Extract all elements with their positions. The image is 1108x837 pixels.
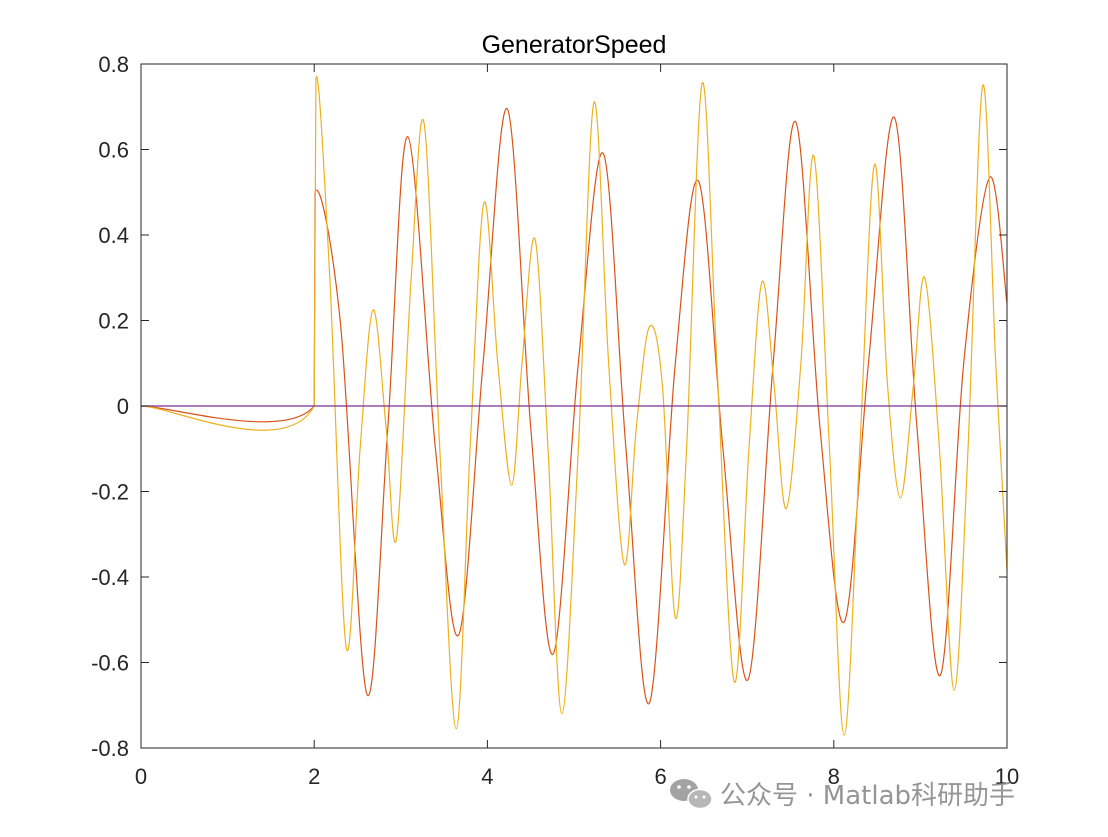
watermark-text: 公众号 · Matlab科研助手 — [720, 781, 1015, 811]
x-tick-label: 10 — [995, 764, 1019, 789]
chart-title: GeneratorSpeed — [482, 31, 667, 59]
x-axis: 0 2 4 6 8 10 — [135, 64, 1019, 789]
series-line-2 — [141, 76, 1007, 736]
x-tick-label: 2 — [308, 764, 320, 789]
y-tick-label: -0.6 — [91, 651, 129, 676]
y-tick-label: 0.8 — [98, 52, 129, 77]
y-axis: 0.8 0.6 0.4 0.2 0 -0.2 -0.4 -0.6 -0.8 — [91, 52, 1007, 761]
y-tick-label: -0.2 — [91, 480, 129, 505]
y-tick-label: 0.2 — [98, 309, 129, 334]
x-tick-label: 4 — [481, 764, 493, 789]
watermark: 公众号 · Matlab科研助手 — [670, 779, 1015, 811]
y-tick-label: 0.4 — [98, 223, 129, 248]
x-tick-label: 0 — [135, 764, 147, 789]
series-line-1 — [141, 108, 1007, 705]
wechat-icon — [670, 779, 713, 810]
y-tick-label: -0.4 — [91, 565, 129, 590]
y-tick-label: -0.8 — [91, 736, 129, 761]
x-tick-label: 6 — [654, 764, 666, 789]
x-tick-label: 8 — [828, 764, 840, 789]
series-layer — [141, 76, 1007, 736]
y-tick-label: 0.6 — [98, 138, 129, 163]
y-tick-label: 0 — [117, 394, 129, 419]
